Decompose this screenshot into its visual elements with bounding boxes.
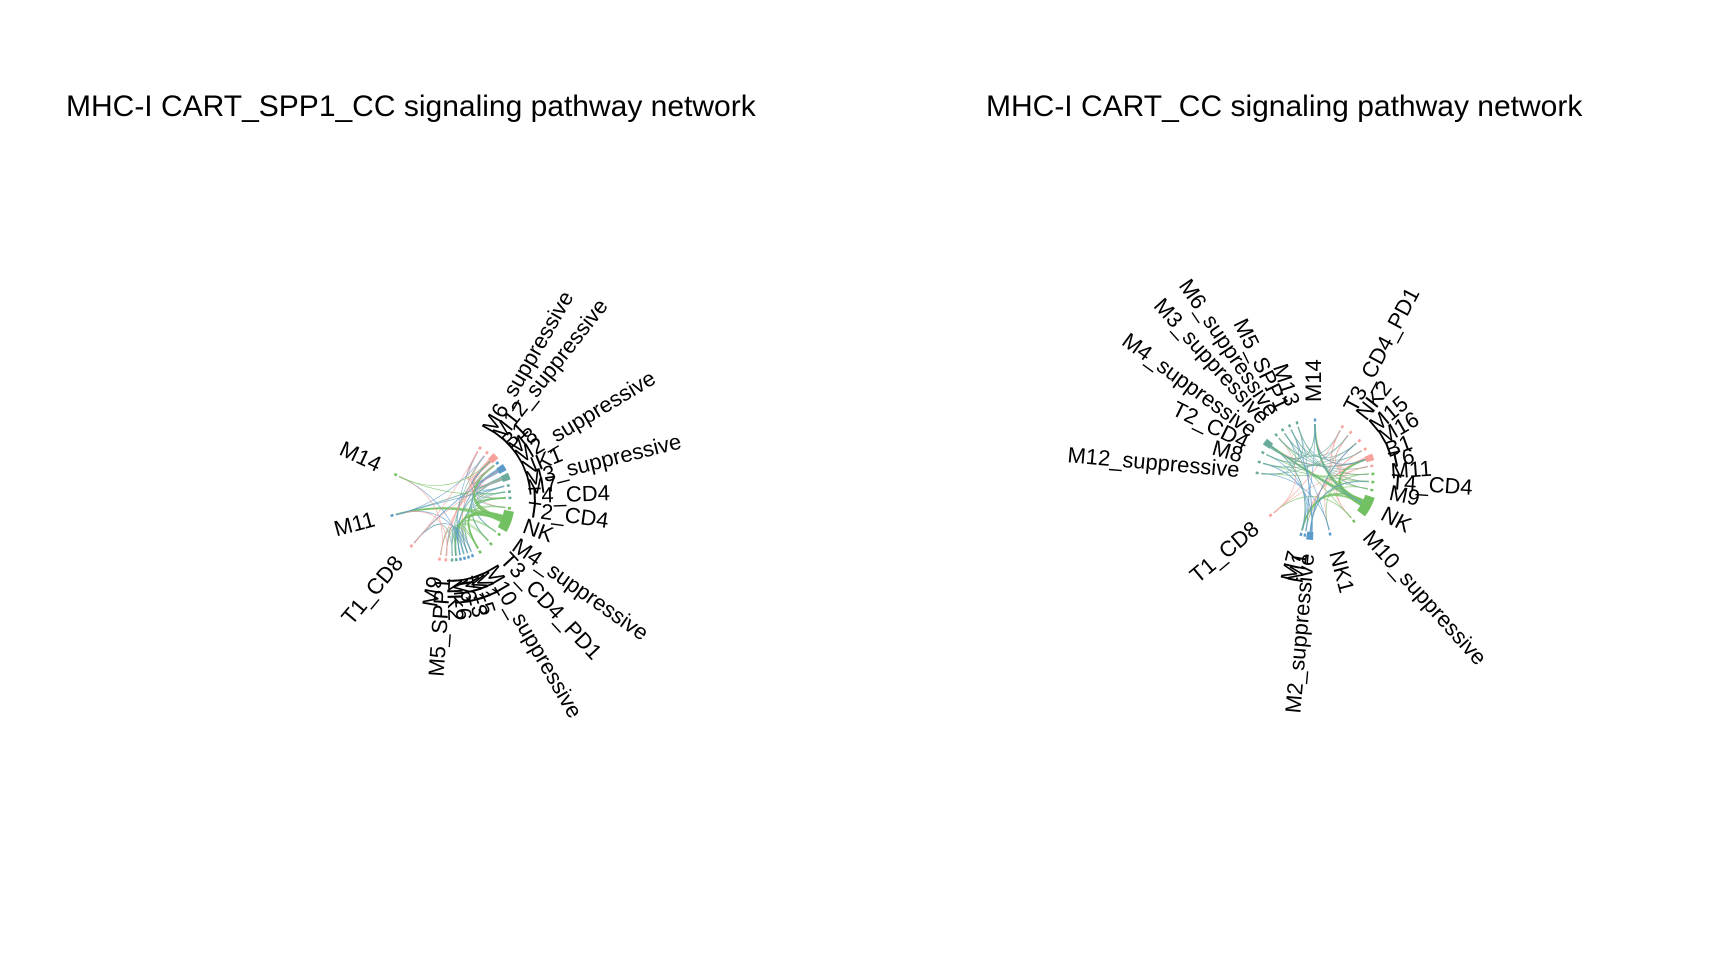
chord-link-m13 xyxy=(1297,426,1362,461)
chord-link-t1-cd8 xyxy=(1273,430,1341,513)
node-arc-m7 xyxy=(1299,532,1303,537)
node-arc-t1-cd8 xyxy=(409,543,414,548)
node-arc-t6 xyxy=(1370,464,1374,468)
node-arc-m8 xyxy=(495,461,500,465)
node-arc-m12-suppressive xyxy=(485,450,489,455)
node-arc-nk1 xyxy=(500,472,511,483)
node-arc-t2-cd4 xyxy=(1260,450,1265,455)
node-arc-m13 xyxy=(1295,421,1299,425)
node-arc-nk xyxy=(1356,494,1375,517)
node-arc-m13 xyxy=(462,556,467,560)
chord-link-m9 xyxy=(399,475,443,556)
node-arc-m9 xyxy=(1370,488,1374,492)
node-arcs xyxy=(390,446,514,562)
chord-link-nk xyxy=(1338,458,1366,507)
chord-link-m14 xyxy=(1314,423,1363,504)
node-label-t6: T6 xyxy=(1386,443,1416,473)
chord-links xyxy=(395,450,507,557)
node-arc-m2-suppressive xyxy=(496,464,507,474)
chord-link-m16 xyxy=(454,455,485,556)
node-arc-m11 xyxy=(390,513,394,518)
chord-link-m8 xyxy=(1262,429,1300,468)
node-arc-m1 xyxy=(470,553,475,558)
node-arc-m16 xyxy=(1363,447,1368,451)
node-label-t4-cd4: T4_CD4 xyxy=(528,480,611,508)
node-arc-t1-cd8 xyxy=(1268,513,1273,518)
node-label-t6: T6 xyxy=(453,574,482,604)
node-arc-m10-suppressive xyxy=(1351,519,1356,524)
node-arcs xyxy=(1255,418,1375,540)
node-arc-b1 xyxy=(1364,453,1375,463)
node-arc-m6-suppressive xyxy=(1280,427,1285,432)
node-arc-nk1 xyxy=(1328,532,1332,536)
node-arc-t3-cd4-pd1 xyxy=(488,541,493,546)
chord-link-m4-suppressive xyxy=(1271,445,1306,531)
node-arc-b1 xyxy=(488,453,499,464)
node-label-m9: M9 xyxy=(417,574,447,608)
chord-link-m13 xyxy=(1297,426,1368,490)
node-label-m7: M7 xyxy=(525,471,559,500)
chord-link-m14 xyxy=(1313,423,1366,465)
node-arc-m15 xyxy=(466,555,471,559)
node-arc-m4-suppressive xyxy=(1262,438,1274,449)
node-arc-m15 xyxy=(1357,438,1362,443)
chord-link-m14 xyxy=(399,475,506,495)
chord-link-t6 xyxy=(1273,466,1368,513)
node-arc-m4-suppressive xyxy=(497,532,502,537)
node-label-m9: M9 xyxy=(1387,480,1422,511)
node-label-t4-cd4: T4_CD4 xyxy=(1390,469,1473,500)
chord-link-m2-suppressive xyxy=(1309,481,1369,532)
chord-link-m11 xyxy=(395,486,505,515)
node-arc-m10-suppressive xyxy=(478,550,482,554)
panel-title: MHC-I CART_CC signaling pathway network xyxy=(986,90,1583,123)
node-arc-m6-suppressive xyxy=(478,446,482,450)
node-arc-nk xyxy=(497,509,514,533)
node-arc-m8 xyxy=(1257,460,1262,464)
node-label-m16: M16 xyxy=(447,576,476,621)
node-arc-m3-suppressive xyxy=(506,483,510,488)
node-arc-t3-cd4-pd1 xyxy=(1340,424,1345,429)
chord-link-m9 xyxy=(439,470,499,556)
node-arc-nk2 xyxy=(1348,430,1353,435)
panel-title: MHC-I CART_SPP1_CC signaling pathway net… xyxy=(66,90,757,123)
node-arc-m5-spp1 xyxy=(1287,423,1292,428)
chord-link-t1-cd8 xyxy=(413,478,503,544)
node-label-m11: M11 xyxy=(1390,456,1433,484)
node-arc-m2-suppressive xyxy=(1306,531,1314,540)
chord-links xyxy=(1261,423,1369,532)
node-label-nk2: NK2 xyxy=(442,578,468,622)
node-arc-m3-suppressive xyxy=(1274,432,1279,437)
node-label-m1: M1 xyxy=(1283,550,1313,584)
node-arc-m14 xyxy=(393,472,398,477)
node-label-m14: M14 xyxy=(1301,359,1326,402)
